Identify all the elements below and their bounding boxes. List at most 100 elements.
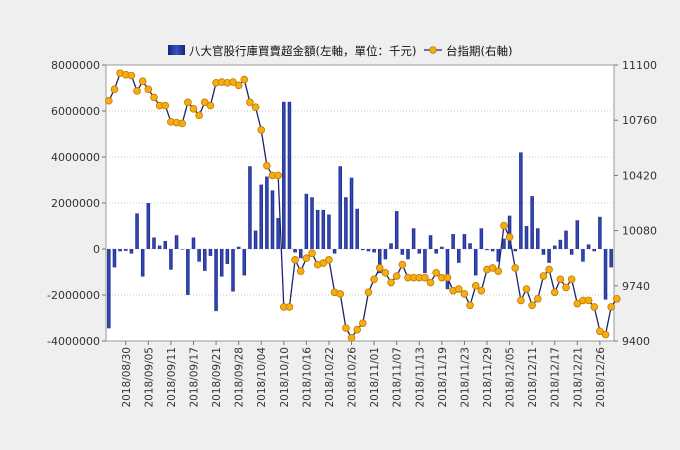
bar xyxy=(575,220,580,249)
bar xyxy=(372,249,376,253)
bar xyxy=(321,209,326,249)
bar xyxy=(473,249,478,276)
bar xyxy=(140,249,145,277)
bar xyxy=(270,190,275,249)
line-point xyxy=(511,264,520,272)
right-tick-label: 10760 xyxy=(622,114,657,127)
bar xyxy=(378,249,382,274)
line-point xyxy=(353,325,361,334)
line-point xyxy=(308,249,316,258)
bar xyxy=(135,213,139,249)
x-tick-label: 2018/09/05 xyxy=(143,347,155,408)
line-point xyxy=(533,294,542,303)
line-point xyxy=(110,85,119,94)
bar xyxy=(276,217,280,249)
line-point xyxy=(161,101,170,110)
bar xyxy=(366,249,371,252)
line-point xyxy=(342,324,350,332)
line-point xyxy=(421,273,429,282)
bar xyxy=(169,249,173,270)
line-point xyxy=(601,330,610,339)
line-point xyxy=(584,296,593,305)
line-point xyxy=(370,275,378,284)
line-point xyxy=(257,126,266,134)
line-point xyxy=(528,301,536,310)
line-point xyxy=(234,81,243,90)
bar xyxy=(107,249,111,329)
x-tick-label: 2018/12/05 xyxy=(505,347,517,408)
line-point xyxy=(596,327,604,336)
bar xyxy=(332,249,337,254)
line-point xyxy=(325,256,333,264)
line-point xyxy=(567,275,576,284)
line-point xyxy=(466,301,474,310)
bar xyxy=(406,249,410,260)
right-tick-label: 10420 xyxy=(622,169,657,182)
line-point xyxy=(200,98,209,107)
right-tick-label: 11100 xyxy=(622,59,657,72)
bar xyxy=(423,249,427,274)
x-axis: 2018/08/30 2018/09/05 2018/09/11 2018/09/17… xyxy=(121,341,607,408)
line-point xyxy=(285,303,294,311)
line-point xyxy=(381,269,390,277)
bar xyxy=(208,249,213,256)
bar xyxy=(124,249,128,251)
x-tick-label: 2018/09/11 xyxy=(166,347,178,408)
bar xyxy=(349,177,354,249)
bar xyxy=(253,230,258,249)
line-point xyxy=(150,93,158,102)
bar xyxy=(536,228,540,249)
x-tick-label: 2018/12/21 xyxy=(572,347,584,408)
right-tick-label: 9740 xyxy=(622,280,650,293)
line-series xyxy=(105,69,621,342)
bar xyxy=(496,249,501,262)
bar xyxy=(197,249,201,262)
legend-line-marker xyxy=(429,46,437,54)
bar xyxy=(541,249,546,255)
bar xyxy=(490,249,495,252)
line-point xyxy=(556,275,565,284)
x-tick-label: 2018/11/19 xyxy=(437,347,449,408)
line-point xyxy=(184,98,192,107)
line-point xyxy=(432,269,441,277)
bar xyxy=(355,208,359,249)
right-tick-label: 9400 xyxy=(622,335,650,348)
bar xyxy=(569,249,574,255)
left-tick-label: 2000000 xyxy=(51,197,100,210)
bar xyxy=(445,249,450,290)
legend-bar-swatch xyxy=(168,45,185,55)
bar xyxy=(112,249,117,268)
bar xyxy=(174,235,179,249)
line-point xyxy=(246,98,254,107)
bar xyxy=(603,249,608,300)
bar-series xyxy=(107,101,613,329)
bar xyxy=(609,249,613,268)
bar xyxy=(411,228,416,249)
x-tick-label: 2018/10/22 xyxy=(324,347,336,408)
x-tick-label: 2018/10/10 xyxy=(279,347,291,408)
x-tick-label: 2018/12/17 xyxy=(550,347,562,408)
x-tick-label: 2018/11/07 xyxy=(392,347,404,408)
line-point xyxy=(387,278,395,287)
x-tick-label: 2018/10/16 xyxy=(301,347,313,408)
x-tick-label: 2018/10/04 xyxy=(256,347,268,408)
line-point xyxy=(206,101,215,110)
bar xyxy=(327,214,331,249)
line-point xyxy=(138,77,147,86)
bar xyxy=(457,249,461,263)
x-tick-label: 2018/09/17 xyxy=(188,347,200,408)
x-tick-label: 2018/12/26 xyxy=(595,347,607,408)
bar xyxy=(304,193,309,249)
bar xyxy=(259,184,263,249)
bar xyxy=(468,243,472,249)
line-point xyxy=(240,75,249,84)
right-axis: 9400 9740 10080 10420 10760 11100 xyxy=(614,59,657,348)
line-point xyxy=(133,87,141,95)
bar xyxy=(513,249,517,252)
line-point xyxy=(178,119,187,128)
line-point xyxy=(460,290,469,298)
line-point xyxy=(291,256,299,264)
bar xyxy=(383,249,388,260)
line-point xyxy=(488,264,497,272)
bar xyxy=(502,238,506,249)
